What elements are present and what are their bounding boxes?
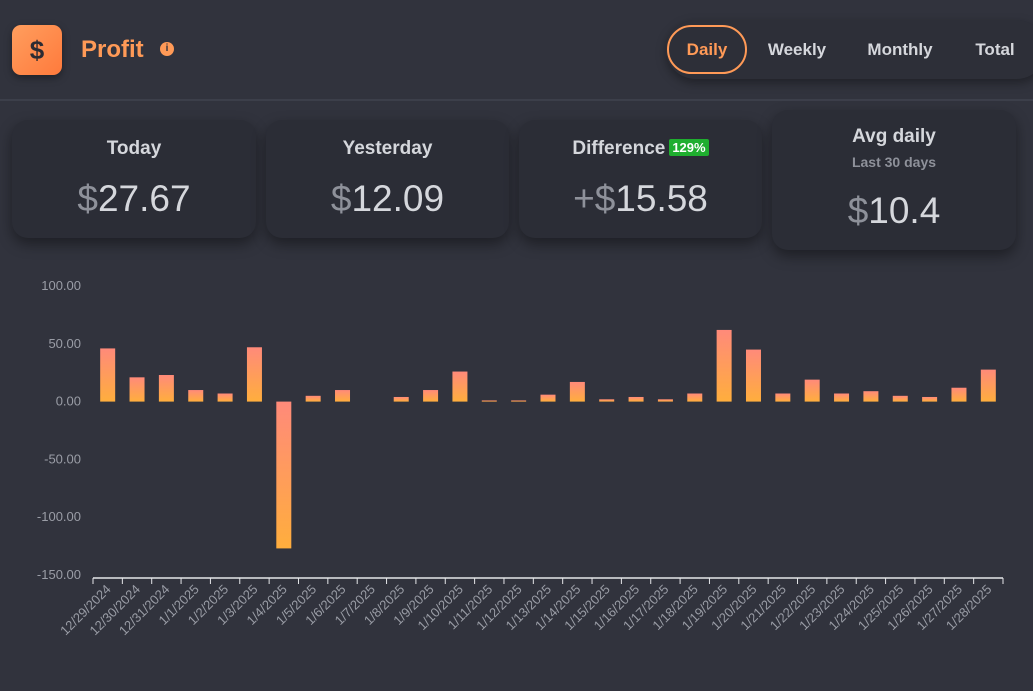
bar[interactable] bbox=[951, 387, 967, 402]
difference-label: Difference 129% bbox=[519, 138, 762, 160]
difference-amount: 15.58 bbox=[615, 178, 708, 219]
avg-sublabel: Last 30 days bbox=[851, 154, 937, 170]
info-icon[interactable]: i bbox=[160, 42, 174, 56]
period-tabs: Daily Weekly Monthly Total bbox=[666, 20, 1033, 79]
bar[interactable] bbox=[188, 390, 204, 402]
bar[interactable] bbox=[305, 395, 321, 402]
currency-symbol: $ bbox=[847, 190, 869, 231]
percent-badge: 129% bbox=[669, 139, 709, 156]
avg-amount: 10.4 bbox=[868, 190, 941, 231]
bar[interactable] bbox=[804, 379, 820, 402]
today-amount: 27.67 bbox=[97, 178, 191, 219]
difference-label-text: Difference bbox=[572, 138, 666, 159]
avg-value: $10.4 bbox=[772, 190, 1016, 232]
difference-card: Difference 129% +$15.58 bbox=[519, 120, 762, 238]
y-tick-label: 50.00 bbox=[48, 336, 81, 351]
bar[interactable] bbox=[246, 347, 262, 402]
today-card: Today $27.67 bbox=[12, 120, 256, 238]
currency-symbol: $ bbox=[594, 178, 616, 219]
bar[interactable] bbox=[481, 400, 497, 402]
currency-symbol: $ bbox=[77, 178, 98, 219]
page-title: Profit bbox=[81, 36, 144, 63]
bar[interactable] bbox=[657, 399, 673, 402]
tab-daily[interactable]: Daily bbox=[667, 25, 747, 74]
y-tick-label: 100.00 bbox=[41, 278, 81, 293]
bar[interactable] bbox=[129, 377, 145, 402]
header: $ Profit i Daily Weekly Monthly Total bbox=[0, 0, 1033, 101]
bar[interactable] bbox=[393, 396, 409, 402]
bar[interactable] bbox=[687, 393, 703, 402]
y-tick-label: -150.00 bbox=[37, 567, 81, 582]
y-tick-label: 0.00 bbox=[56, 394, 81, 409]
avg-daily-card: Avg daily Last 30 days $10.4 bbox=[772, 110, 1016, 250]
bar[interactable] bbox=[922, 396, 938, 402]
bar[interactable] bbox=[276, 401, 292, 549]
bar[interactable] bbox=[452, 371, 468, 402]
tab-monthly[interactable]: Monthly bbox=[867, 39, 933, 59]
bar[interactable] bbox=[834, 393, 850, 402]
yesterday-card: Yesterday $12.09 bbox=[266, 120, 509, 238]
bar[interactable] bbox=[980, 369, 996, 402]
bar[interactable] bbox=[217, 393, 233, 402]
bar[interactable] bbox=[158, 375, 174, 402]
bar[interactable] bbox=[569, 381, 585, 402]
difference-value: +$15.58 bbox=[519, 178, 762, 220]
y-tick-label: -50.00 bbox=[44, 451, 81, 466]
tab-weekly[interactable]: Weekly bbox=[767, 39, 827, 59]
bar[interactable] bbox=[540, 394, 556, 402]
bar[interactable] bbox=[716, 329, 732, 402]
bar[interactable] bbox=[511, 400, 527, 402]
bar[interactable] bbox=[423, 390, 439, 402]
yesterday-value: $12.09 bbox=[266, 178, 509, 220]
bar[interactable] bbox=[863, 391, 879, 402]
tab-total[interactable]: Total bbox=[975, 39, 1015, 59]
dollar-logo-icon: $ bbox=[12, 25, 62, 75]
bar[interactable] bbox=[628, 396, 644, 402]
today-label: Today bbox=[106, 138, 162, 159]
bar[interactable] bbox=[892, 395, 908, 402]
yesterday-label: Yesterday bbox=[342, 138, 433, 159]
bar[interactable] bbox=[335, 390, 351, 402]
today-value: $27.67 bbox=[12, 178, 256, 220]
bar[interactable] bbox=[775, 393, 791, 402]
currency-symbol: $ bbox=[330, 178, 352, 219]
bar[interactable] bbox=[745, 349, 761, 402]
y-tick-label: -100.00 bbox=[37, 509, 81, 524]
sign: + bbox=[573, 178, 595, 219]
yesterday-amount: 12.09 bbox=[351, 178, 445, 219]
bar[interactable] bbox=[100, 348, 116, 402]
bar[interactable] bbox=[599, 399, 615, 402]
avg-label: Avg daily bbox=[852, 126, 936, 147]
logo-symbol: $ bbox=[29, 34, 45, 65]
